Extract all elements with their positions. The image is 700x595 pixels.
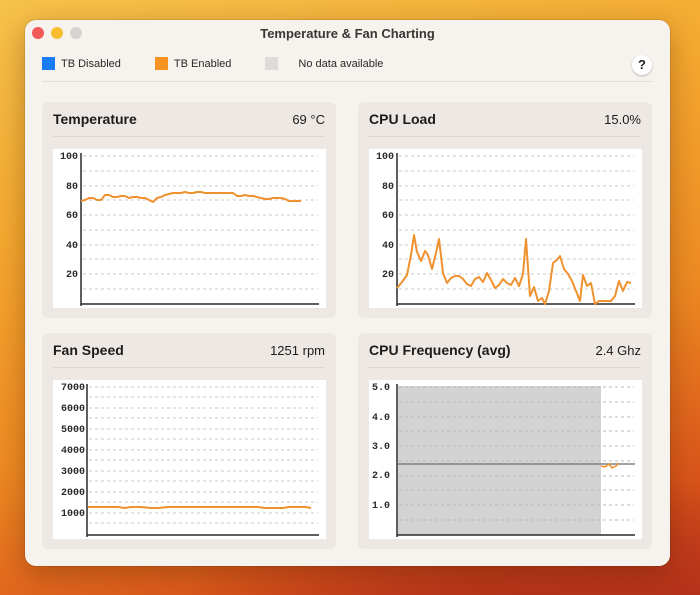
fan-speed-value: 1251 rpm [270,342,325,358]
svg-text:60: 60 [66,211,78,222]
zoom-window-button[interactable] [70,27,82,39]
svg-text:5.0: 5.0 [372,383,390,394]
cpu-frequency-panel: CPU Frequency (avg) 2.4 Ghz 5.0 4.0 3.0 2.… [358,333,652,549]
legend-label: TB Disabled [61,57,121,70]
panel-header: Temperature 69 °C [53,102,325,137]
legend-item-no-data: No data available [265,57,383,70]
panel-header: CPU Frequency (avg) 2.4 Ghz [369,333,641,368]
svg-text:4.0: 4.0 [372,413,390,424]
traffic-lights [32,27,82,39]
cpu-load-panel: CPU Load 15.0% 100 80 60 40 20 [358,102,652,318]
svg-text:1.0: 1.0 [372,501,390,512]
help-button[interactable]: ? [632,55,652,75]
svg-text:1000: 1000 [61,509,85,520]
cpu-frequency-plot: 5.0 4.0 3.0 2.0 1.0 [372,383,635,537]
panel-title: Fan Speed [53,342,124,358]
close-window-button[interactable] [32,27,44,39]
svg-text:2.0: 2.0 [372,471,390,482]
svg-text:2000: 2000 [61,488,85,499]
divider [42,81,653,82]
swatch-blue-icon [42,57,55,70]
temperature-panel: Temperature 69 °C 100 80 60 40 20 [42,102,336,318]
svg-text:3.0: 3.0 [372,442,390,453]
fan-speed-plot: 7000 6000 5000 4000 3000 2000 1000 [61,383,319,537]
svg-text:40: 40 [382,241,394,252]
no-data-region [398,386,601,535]
panel-header: Fan Speed 1251 rpm [53,333,325,368]
legend-item-tb-disabled: TB Disabled [42,57,121,70]
svg-text:100: 100 [60,152,78,163]
cpu-load-plot: 100 80 60 40 20 [376,152,635,306]
minimize-window-button[interactable] [51,27,63,39]
svg-text:5000: 5000 [61,425,85,436]
svg-text:80: 80 [382,182,394,193]
panel-title: CPU Load [369,111,436,127]
cpu-load-value: 15.0% [604,111,641,127]
svg-text:80: 80 [66,182,78,193]
panel-title: Temperature [53,111,137,127]
panel-header: CPU Load 15.0% [369,102,641,137]
fan-speed-panel: Fan Speed 1251 rpm 7000 6000 5000 4000 300… [42,333,336,549]
title-bar: Temperature & Fan Charting [25,20,670,46]
legend-label: No data available [298,57,384,70]
legend-label: TB Enabled [173,57,232,70]
cpu-frequency-value: 2.4 Ghz [595,342,641,358]
svg-text:6000: 6000 [61,404,85,415]
cpu-frequency-chart: 5.0 4.0 3.0 2.0 1.0 [369,380,642,539]
svg-text:20: 20 [382,270,394,281]
temperature-value: 69 °C [292,111,325,127]
app-window: Temperature & Fan Charting TB Disabled T… [25,20,670,566]
svg-text:3000: 3000 [61,467,85,478]
svg-text:20: 20 [66,270,78,281]
window-title: Temperature & Fan Charting [260,25,435,41]
swatch-gray-icon [265,57,279,70]
svg-text:4000: 4000 [61,446,85,457]
temperature-chart: 100 80 60 40 20 [53,149,326,308]
svg-text:7000: 7000 [61,383,85,394]
panel-title: CPU Frequency (avg) [369,342,511,358]
svg-text:40: 40 [66,241,78,252]
legend-item-tb-enabled: TB Enabled [154,57,232,70]
swatch-orange-icon [154,57,168,70]
cpu-load-chart: 100 80 60 40 20 [369,149,642,308]
fan-speed-chart: 7000 6000 5000 4000 3000 2000 1000 [53,380,326,539]
temperature-plot: 100 80 60 40 20 [60,152,319,306]
svg-text:60: 60 [382,211,394,222]
svg-text:100: 100 [376,152,394,163]
legend: TB Disabled TB Enabled No data available [42,57,417,70]
